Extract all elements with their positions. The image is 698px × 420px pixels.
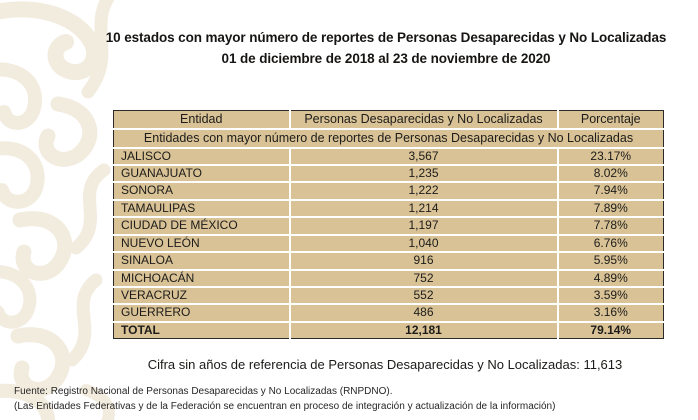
- table-row: SONORA 1,222 7.94%: [113, 181, 664, 200]
- title-line-2: 01 de diciembre de 2018 al 23 de noviemb…: [221, 51, 551, 66]
- table-row: MICHOACÁN 752 4.89%: [113, 268, 664, 287]
- percent-cell: 23.17%: [556, 146, 664, 165]
- entity-cell: NUEVO LEÓN: [113, 233, 290, 253]
- percent-cell: 6.76%: [556, 233, 664, 253]
- table-row: TAMAULIPAS 1,214 7.89%: [113, 198, 664, 218]
- table-total-row: TOTAL 12,181 79.14%: [113, 320, 664, 339]
- value-cell: 752: [288, 268, 558, 287]
- page-title: 10 estados con mayor número de reportes …: [80, 27, 692, 69]
- percent-cell: 7.94%: [556, 181, 664, 200]
- percent-cell: 3.16%: [556, 303, 664, 322]
- value-cell: 552: [288, 285, 558, 305]
- column-header-value: Personas Desaparecidas y No Localizadas: [288, 110, 558, 129]
- column-header-entity: Entidad: [113, 110, 290, 129]
- value-cell: 1,214: [288, 198, 558, 218]
- value-cell: 1,197: [288, 216, 558, 235]
- footer-notes: Fuente: Registro Nacional de Personas De…: [14, 384, 694, 414]
- summary-text: Cifra sin años de referencia de Personas…: [147, 357, 623, 372]
- percent-cell: 4.89%: [556, 268, 664, 287]
- table-row: VERACRUZ 552 3.59%: [113, 285, 664, 305]
- entity-cell: SINALOA: [113, 251, 290, 270]
- total-value-cell: 12,181: [288, 320, 558, 339]
- percent-cell: 7.89%: [556, 198, 664, 218]
- entity-cell: CIUDAD DE MÉXICO: [113, 216, 290, 235]
- entity-cell: MICHOACÁN: [113, 268, 290, 287]
- value-cell: 486: [288, 303, 558, 322]
- value-cell: 1,222: [288, 181, 558, 200]
- total-percent-cell: 79.14%: [556, 320, 664, 339]
- total-label-cell: TOTAL: [113, 320, 290, 339]
- table-row: SINALOA 916 5.95%: [113, 251, 664, 270]
- entity-cell: JALISCO: [113, 146, 290, 165]
- value-cell: 1,235: [288, 163, 558, 183]
- table-row: NUEVO LEÓN 1,040 6.76%: [113, 233, 664, 253]
- entity-cell: GUERRERO: [113, 303, 290, 322]
- table-row: CIUDAD DE MÉXICO 1,197 7.78%: [113, 216, 664, 235]
- value-cell: 916: [288, 251, 558, 270]
- table-row: JALISCO 3,567 23.17%: [113, 146, 664, 165]
- percent-cell: 5.95%: [556, 251, 664, 270]
- percent-cell: 3.59%: [556, 285, 664, 305]
- disclaimer-note: (Las Entidades Federativas y de la Feder…: [14, 401, 556, 412]
- value-cell: 1,040: [288, 233, 558, 253]
- title-line-1: 10 estados con mayor número de reportes …: [105, 30, 667, 45]
- value-cell: 3,567: [288, 146, 558, 165]
- table-header-row: Entidad Personas Desaparecidas y No Loca…: [113, 110, 664, 129]
- table-caption-row: Entidades con mayor número de reportes d…: [113, 127, 664, 148]
- percent-cell: 7.78%: [556, 216, 664, 235]
- report-table-container: Entidades con mayor número de reportes d…: [113, 110, 664, 340]
- table-row: GUANAJUATO 1,235 8.02%: [113, 163, 664, 183]
- missing-persons-table: Entidades con mayor número de reportes d…: [113, 110, 664, 340]
- table-caption: Entidades con mayor número de reportes d…: [113, 127, 664, 148]
- table-row: GUERRERO 486 3.16%: [113, 303, 664, 322]
- entity-cell: VERACRUZ: [113, 285, 290, 305]
- source-note: Fuente: Registro Nacional de Personas De…: [14, 386, 393, 397]
- entity-cell: TAMAULIPAS: [113, 198, 290, 218]
- entity-cell: GUANAJUATO: [113, 163, 290, 183]
- column-header-percent: Porcentaje: [556, 110, 664, 129]
- entity-cell: SONORA: [113, 181, 290, 200]
- percent-cell: 8.02%: [556, 163, 664, 183]
